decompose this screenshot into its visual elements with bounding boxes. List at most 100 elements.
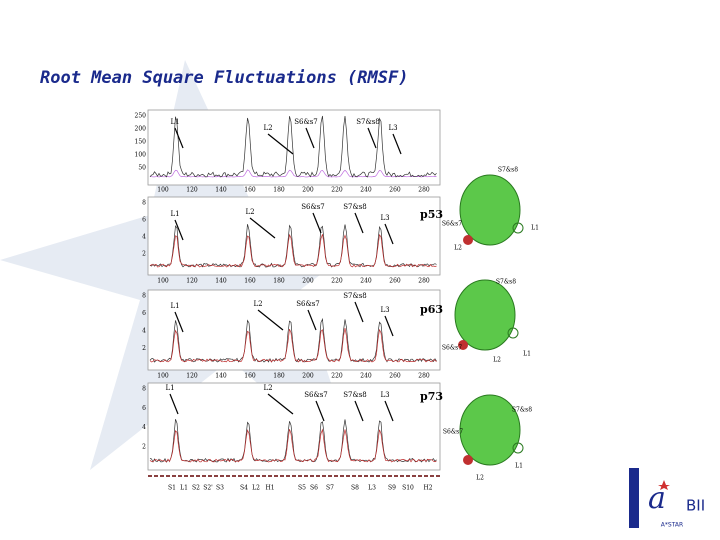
x-tick-label: 120 <box>186 278 198 285</box>
ss-label: S5 <box>298 485 306 492</box>
ss-label: S4 <box>240 485 248 492</box>
structure-label: L2 <box>476 475 484 482</box>
region-label: S7&s8 <box>356 118 380 126</box>
logo-mark: a <box>648 481 666 516</box>
y-tick-label: 8 <box>142 293 146 300</box>
structure-label: L1 <box>515 463 523 470</box>
y-tick-label: 2 <box>142 251 146 258</box>
loop <box>463 455 473 465</box>
y-tick-label: 4 <box>142 234 146 241</box>
ss-label: L2 <box>252 485 260 492</box>
x-tick-label: 140 <box>215 187 227 194</box>
region-label: L2 <box>253 300 262 308</box>
y-tick-label: 150 <box>135 139 147 146</box>
structure-label: S7&s8 <box>498 167 518 174</box>
ss-label: L3 <box>368 485 376 492</box>
structure-label: S7&s8 <box>496 279 516 286</box>
arrow <box>267 393 294 415</box>
trace <box>149 328 437 363</box>
region-label: S7&s8 <box>343 203 367 211</box>
region-label: S6&s7 <box>294 118 318 126</box>
x-tick-label: 100 <box>157 373 169 380</box>
x-tick-label: 240 <box>360 373 372 380</box>
arrow <box>384 400 394 422</box>
region-label: L2 <box>263 124 272 132</box>
structure-label: S6&s7 <box>442 221 462 228</box>
ss-label: H1 <box>265 485 274 492</box>
y-tick-label: 100 <box>135 152 147 159</box>
slide-title: Root Mean Square Fluctuations (RMSF) <box>40 68 408 88</box>
y-tick-label: 6 <box>142 310 146 317</box>
trace <box>149 317 437 363</box>
region-label: L3 <box>388 124 397 132</box>
y-tick-label: 6 <box>142 405 146 412</box>
x-tick-label: 100 <box>157 278 169 285</box>
loop <box>507 327 519 339</box>
region-label: L1 <box>165 384 174 392</box>
x-tick-label: 260 <box>389 278 401 285</box>
x-tick-label: 260 <box>389 187 401 194</box>
trace <box>150 169 437 178</box>
loop <box>512 442 524 454</box>
arrow <box>307 309 317 331</box>
region-label: L2 <box>263 384 272 392</box>
x-tick-label: 140 <box>215 278 227 285</box>
arrow <box>392 133 402 155</box>
arrow <box>249 217 276 239</box>
arrow <box>354 400 364 422</box>
x-tick-label: 140 <box>215 373 227 380</box>
plot-area <box>147 109 441 186</box>
structure-label: S6&s7 <box>443 429 463 436</box>
ss-label: S1 <box>168 485 176 492</box>
plot-area <box>147 289 441 371</box>
x-tick-label: 120 <box>186 373 198 380</box>
trace <box>149 233 437 268</box>
protein-name: p63 <box>420 303 443 316</box>
arrow <box>174 127 184 149</box>
arrow <box>174 311 184 333</box>
ss-label: S8 <box>351 485 359 492</box>
ss-label: L1 <box>180 485 188 492</box>
structure-label: L1 <box>531 225 539 232</box>
arrow <box>312 212 322 234</box>
x-tick-label: 240 <box>360 187 372 194</box>
protein-name: p53 <box>420 208 443 221</box>
logo-bar <box>629 468 639 528</box>
x-tick-label: 240 <box>360 278 372 285</box>
structure <box>459 174 521 246</box>
x-tick-label: 280 <box>418 278 430 285</box>
ss-label: S7 <box>326 485 334 492</box>
loop <box>512 222 524 234</box>
region-label: L3 <box>380 391 389 399</box>
x-tick-label: 160 <box>244 373 256 380</box>
region-label: S7&s8 <box>343 391 367 399</box>
plot-area <box>147 382 441 471</box>
ss-label: S9 <box>388 485 396 492</box>
structure-label: S6&s7 <box>442 345 462 352</box>
y-tick-label: 250 <box>135 113 147 120</box>
y-tick-label: 4 <box>142 328 146 335</box>
y-tick-label: 8 <box>142 200 146 207</box>
ss-label: S2 <box>192 485 200 492</box>
x-tick-label: 100 <box>157 187 169 194</box>
ss-label: S2' <box>203 485 213 492</box>
x-tick-label: 160 <box>244 187 256 194</box>
y-tick-label: 200 <box>135 126 147 133</box>
x-tick-label: 180 <box>273 373 285 380</box>
x-tick-label: 200 <box>302 278 314 285</box>
x-tick-label: 220 <box>331 187 343 194</box>
x-tick-label: 180 <box>273 278 285 285</box>
region-label: S6&s7 <box>296 300 320 308</box>
x-tick-label: 120 <box>186 187 198 194</box>
arrow <box>384 223 394 245</box>
region-label: S6&s7 <box>304 391 328 399</box>
region-label: L1 <box>170 302 179 310</box>
arrow <box>169 393 179 415</box>
logo-star <box>658 480 670 490</box>
trace <box>149 115 437 178</box>
ss-label: S6 <box>310 485 318 492</box>
arrow <box>354 301 364 323</box>
arrow <box>354 212 364 234</box>
region-label: L1 <box>170 210 179 218</box>
